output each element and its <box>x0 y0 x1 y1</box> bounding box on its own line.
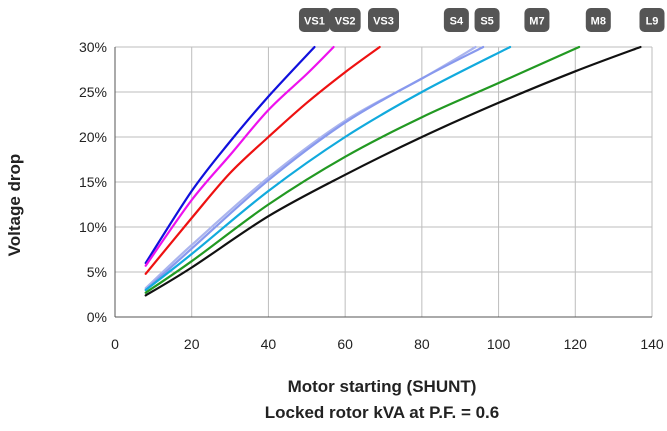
y-tick-label: 25% <box>79 84 107 100</box>
badge-vs2: VS2 <box>329 8 361 32</box>
x-tick-label: 0 <box>111 336 119 352</box>
plot-frame <box>114 47 652 318</box>
series-line-vs3 <box>144 45 381 275</box>
y-tick-label: 0% <box>87 309 107 325</box>
series-line-m8 <box>144 45 581 294</box>
series-line-m7 <box>144 45 512 292</box>
badge-background <box>474 8 500 32</box>
badge-background <box>298 8 330 32</box>
badge-background <box>329 8 361 32</box>
badge-background <box>639 8 665 32</box>
y-axis-title: Voltage drop <box>5 154 24 257</box>
y-tick-label: 5% <box>87 264 107 280</box>
y-tick-label: 30% <box>79 39 107 55</box>
x-tick-label: 60 <box>337 336 353 352</box>
badge-label: M7 <box>529 16 544 28</box>
badge-label: S5 <box>480 16 493 28</box>
x-tick-label: 20 <box>184 336 200 352</box>
badge-vs3: VS3 <box>368 8 399 32</box>
badge-label: VS2 <box>335 16 356 28</box>
badge-m8: M8 <box>585 8 611 32</box>
badge-m7: M7 <box>524 8 550 32</box>
series-badges: VS1 VS2 VS3 S4 S5 M7 M8 L9 <box>298 8 665 32</box>
badge-s5: S5 <box>474 8 500 32</box>
badge-background <box>443 8 469 32</box>
series-line-s5 <box>144 45 485 292</box>
badge-l9: L9 <box>639 8 665 32</box>
badge-background <box>524 8 550 32</box>
badge-label: M8 <box>591 16 606 28</box>
x-tick-label: 140 <box>640 336 664 352</box>
badge-label: VS3 <box>373 16 394 28</box>
badge-vs1: VS1 <box>298 8 330 32</box>
badge-label: L9 <box>646 16 659 28</box>
badge-background <box>368 8 399 32</box>
badge-label: S4 <box>450 16 464 28</box>
x-axis-title-line2: Locked rotor kVA at P.F. = 0.6 <box>265 403 499 422</box>
x-tick-label: 80 <box>414 336 430 352</box>
y-tick-labels: 0% 5% 10% 15% 20% 25% 30% <box>79 39 107 325</box>
badge-s4: S4 <box>443 8 469 32</box>
x-tick-label: 100 <box>487 336 511 352</box>
series-lines <box>144 45 642 297</box>
series-line-vs1 <box>144 45 316 265</box>
x-axis-title-line1: Motor starting (SHUNT) <box>288 377 477 396</box>
x-tick-label: 40 <box>261 336 277 352</box>
grid <box>114 46 653 318</box>
badge-background <box>585 8 611 32</box>
badge-label: VS1 <box>304 16 325 28</box>
series-line-l9 <box>144 45 642 297</box>
series-line-vs2 <box>144 45 335 267</box>
x-tick-labels: 0 20 40 60 80 100 120 140 <box>111 336 664 352</box>
y-tick-label: 15% <box>79 174 107 190</box>
y-tick-label: 10% <box>79 219 107 235</box>
x-tick-label: 120 <box>564 336 588 352</box>
y-tick-label: 20% <box>79 129 107 145</box>
